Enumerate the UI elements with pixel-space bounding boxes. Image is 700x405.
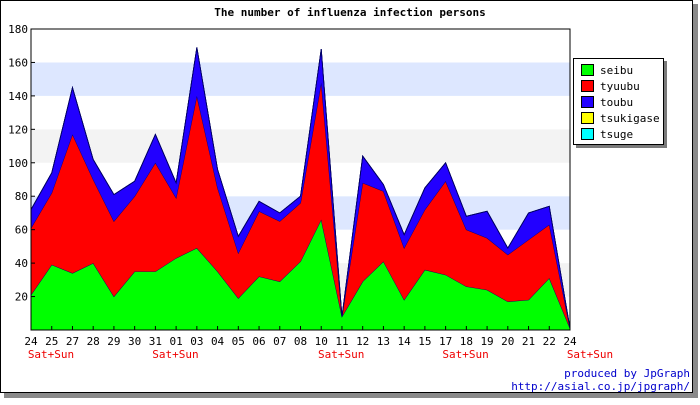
y-tick-label: 20 — [15, 291, 28, 304]
credit-line-1: produced by JpGraph — [564, 367, 690, 380]
weekend-label: Sat+Sun — [318, 348, 364, 361]
grid-band — [31, 95, 570, 130]
y-tick-label: 40 — [15, 257, 28, 270]
x-tick-label: 04 — [211, 335, 225, 348]
x-tick-label: 19 — [480, 335, 493, 348]
x-tick-label: 01 — [169, 335, 182, 348]
y-tick-label: 120 — [8, 123, 28, 136]
x-tick-label: 03 — [190, 335, 203, 348]
series-area-seibu — [31, 219, 570, 330]
x-tick-label: 24 — [563, 335, 577, 348]
series-area-toubu — [31, 47, 570, 329]
x-tick-label: 05 — [232, 335, 245, 348]
weekend-label: Sat+Sun — [567, 348, 613, 361]
x-tick-label: 25 — [45, 335, 58, 348]
y-tick-label: 80 — [15, 190, 28, 203]
y-axis: 20 40 60 80 100 120 140 160 180 — [8, 23, 571, 331]
legend-label-seibu: seibu — [600, 64, 633, 77]
grid-band — [31, 62, 570, 96]
legend: seibu tyuubu toubu tsukigase tsuge — [573, 58, 667, 148]
legend-label-tyuubu: tyuubu — [600, 80, 640, 93]
series-line-tsuge — [30, 47, 571, 329]
credit-link[interactable]: http://asial.co.jp/jpgraph/ — [511, 380, 690, 393]
x-tick-label: 15 — [418, 335, 431, 348]
x-tick-label: 10 — [315, 335, 328, 348]
x-tick-label: 14 — [398, 335, 412, 348]
legend-swatch-seibu — [581, 64, 594, 76]
y-tick-label: 100 — [8, 157, 28, 170]
stacked-areas — [30, 47, 571, 330]
x-tick-label: 13 — [377, 335, 390, 348]
x-tick-label: 29 — [107, 335, 120, 348]
x-tick-label: 17 — [439, 335, 452, 348]
legend-label-tsuge: tsuge — [600, 128, 633, 141]
weekend-label: Sat+Sun — [28, 348, 74, 361]
y-tick-label: 60 — [15, 224, 28, 237]
legend-label-toubu: toubu — [600, 96, 633, 109]
legend-swatch-tsuge — [581, 128, 594, 140]
x-tick-label: 24 — [24, 335, 38, 348]
x-tick-label: 28 — [87, 335, 100, 348]
grid-band — [31, 129, 570, 163]
y-tick-label: 160 — [8, 56, 28, 69]
grid-band — [31, 29, 570, 63]
series-line-seibu — [30, 218, 571, 329]
x-tick-label: 18 — [460, 335, 473, 348]
y-tick-label: 140 — [8, 90, 28, 103]
legend-label-tsukigase: tsukigase — [600, 112, 660, 125]
series-area-tyuubu — [31, 82, 570, 329]
x-tick-label: 21 — [522, 335, 535, 348]
x-tick-label: 31 — [149, 335, 162, 348]
x-tick-label: 30 — [128, 335, 141, 348]
chart-title: The number of influenza infection person… — [214, 6, 486, 19]
x-tick-label: 12 — [356, 335, 369, 348]
legend-swatch-toubu — [581, 96, 594, 108]
x-tick-label: 07 — [273, 335, 286, 348]
y-tick-label: 180 — [8, 23, 28, 36]
x-tick-label: 11 — [335, 335, 348, 348]
x-tick-label: 08 — [294, 335, 307, 348]
x-tick-label: 06 — [252, 335, 265, 348]
weekend-label: Sat+Sun — [442, 348, 488, 361]
legend-swatch-tyuubu — [581, 80, 594, 92]
legend-swatch-tsukigase — [581, 112, 594, 124]
x-tick-label: 20 — [501, 335, 514, 348]
x-tick-label: 27 — [66, 335, 79, 348]
weekend-label: Sat+Sun — [152, 348, 198, 361]
x-tick-label: 22 — [543, 335, 556, 348]
